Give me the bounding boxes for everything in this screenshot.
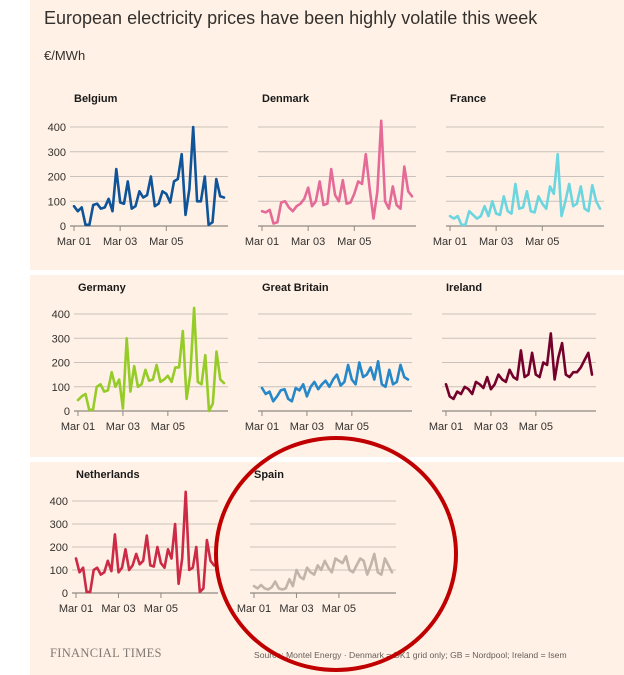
x-tick-label: Mar 05 [519,421,553,433]
y-tick-label: 0 [60,221,66,233]
series-line-netherlands [74,490,216,594]
x-tick-label: Mar 03 [103,236,137,248]
series-line-ireland [444,332,594,401]
chart-title-belgium: Belgium [74,93,118,105]
series-line-great-britain [260,359,410,403]
chart-title-ireland: Ireland [446,282,482,294]
x-tick-label: Mar 01 [237,603,271,615]
x-tick-label: Mar 03 [106,421,140,433]
y-tick-label: 200 [50,542,68,554]
series-line-france [448,152,602,227]
x-tick-label: Mar 01 [245,236,279,248]
x-tick-label: Mar 05 [335,421,369,433]
y-tick-label: 100 [52,382,70,394]
chart-title-denmark: Denmark [262,93,310,105]
y-tick-label: 300 [48,147,66,159]
x-tick-label: Mar 05 [144,603,178,615]
row-separator [30,270,624,275]
y-tick-label: 100 [50,565,68,577]
x-tick-label: Mar 05 [525,236,559,248]
row-separator [30,457,624,462]
x-tick-label: Mar 03 [291,236,325,248]
x-tick-label: Mar 05 [337,236,371,248]
x-tick-label: Mar 05 [149,236,183,248]
y-tick-label: 300 [50,519,68,531]
y-tick-label: 400 [48,122,66,134]
chart-title-spain: Spain [254,469,284,481]
y-tick-label: 0 [64,406,70,418]
y-tick-label: 100 [48,196,66,208]
x-tick-label: Mar 05 [322,603,356,615]
y-tick-label: 200 [52,358,70,370]
series-line-belgium [72,125,226,227]
x-tick-label: Mar 01 [433,236,467,248]
x-tick-label: Mar 03 [101,603,135,615]
x-tick-label: Mar 03 [279,603,313,615]
x-tick-label: Mar 01 [245,421,279,433]
y-tick-label: 0 [62,588,68,600]
x-tick-label: Mar 01 [61,421,95,433]
chart-title-netherlands: Netherlands [76,469,140,481]
x-tick-label: Mar 03 [479,236,513,248]
chart-title-great-britain: Great Britain [262,282,329,294]
y-tick-label: 400 [52,309,70,321]
x-tick-label: Mar 01 [59,603,93,615]
ft-logo: FINANCIAL TIMES [50,646,162,660]
series-line-denmark [260,119,414,225]
source-note: Source: Montel Energy · Denmark = DK1 gr… [254,650,567,660]
x-tick-label: Mar 05 [151,421,185,433]
chart-title-france: France [450,93,486,105]
x-tick-label: Mar 03 [290,421,324,433]
series-line-spain [252,552,394,591]
unit-label: €/MWh [44,48,86,63]
page-title: European electricity prices have been hi… [44,8,538,28]
series-line-germany [76,306,226,413]
chart-title-germany: Germany [78,282,127,294]
y-tick-label: 200 [48,172,66,184]
y-tick-label: 300 [52,333,70,345]
y-tick-label: 400 [50,496,68,508]
x-tick-label: Mar 03 [474,421,508,433]
x-tick-label: Mar 01 [57,236,91,248]
x-tick-label: Mar 01 [429,421,463,433]
